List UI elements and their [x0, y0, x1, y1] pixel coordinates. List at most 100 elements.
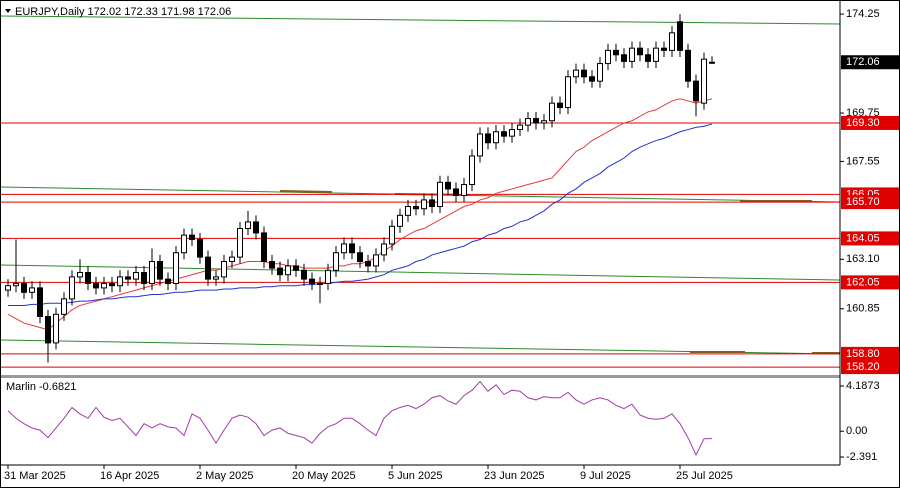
candle-body — [373, 254, 379, 267]
candle-body — [61, 298, 67, 315]
candle-body — [661, 47, 667, 51]
candle-body — [157, 261, 163, 280]
candle-body — [437, 181, 443, 208]
candle-body — [389, 225, 395, 245]
candle-body — [613, 49, 619, 56]
candle-body — [77, 272, 83, 278]
level-label: 169.30 — [846, 117, 880, 129]
level-label: 158.80 — [846, 348, 880, 360]
candle-body — [461, 184, 467, 197]
x-tick-label: 25 Jul 2025 — [676, 470, 733, 482]
x-tick-label: 9 Jul 2025 — [580, 470, 631, 482]
x-tick-label: 5 Jun 2025 — [388, 470, 442, 482]
candle-body — [165, 278, 171, 285]
x-tick-label: 23 Jun 2025 — [484, 470, 545, 482]
level-label: 165.70 — [846, 196, 880, 208]
candle-body — [245, 221, 251, 230]
candle-body — [445, 181, 451, 190]
candle-body — [517, 124, 523, 131]
candle-body — [21, 283, 27, 293]
candle-body — [413, 206, 419, 210]
candle-body — [669, 32, 675, 51]
candle-body — [189, 234, 195, 241]
candle-body — [317, 283, 323, 286]
candle-body — [133, 272, 139, 280]
candle-body — [685, 49, 691, 82]
candle-body — [309, 278, 315, 285]
y-tick-label: 163.10 — [846, 253, 880, 265]
candle-body — [125, 276, 131, 280]
level-label-box — [841, 360, 899, 375]
candle-body — [533, 118, 539, 124]
candle-body — [173, 252, 179, 285]
candle-body — [525, 118, 531, 126]
candle-body — [645, 54, 651, 62]
indicator-tick-label: -2.391 — [846, 451, 877, 463]
candle-body — [213, 276, 219, 280]
candle-body — [597, 63, 603, 82]
panel-separator — [0, 375, 840, 378]
chart-title: EURJPY,Daily 172.02 172.33 171.98 172.06 — [15, 6, 231, 18]
candle-body — [485, 133, 491, 144]
candle-body — [117, 276, 123, 287]
candle-body — [5, 285, 11, 291]
candle-body — [541, 120, 547, 124]
candle-body — [229, 256, 235, 263]
candle-body — [701, 58, 707, 104]
candle-body — [589, 76, 595, 82]
candle-body — [581, 69, 587, 78]
x-tick-label: 31 Mar 2025 — [4, 470, 66, 482]
candle-body — [285, 265, 291, 276]
candle-body — [341, 243, 347, 254]
candle-body — [365, 261, 371, 267]
candle-body — [637, 47, 643, 56]
y-tick-label: 160.85 — [846, 303, 880, 315]
moving-average — [8, 123, 713, 306]
candle-body — [349, 243, 355, 254]
candle-body — [565, 76, 571, 109]
trend-line — [0, 15, 841, 25]
level-label-box — [841, 195, 899, 210]
x-tick-label: 20 May 2025 — [292, 470, 356, 482]
candle-body — [69, 276, 75, 300]
candle-body — [405, 206, 411, 216]
y-tick-label: 167.55 — [846, 155, 880, 167]
indicator-tick-label: 0.00 — [846, 425, 867, 437]
candle-body — [469, 155, 475, 186]
symbol-icon — [5, 9, 11, 13]
candle-body — [709, 61, 715, 64]
candle-body — [261, 232, 267, 263]
candle-body — [101, 283, 107, 289]
candle-body — [181, 234, 187, 254]
candle-body — [221, 261, 227, 278]
candle-body — [397, 214, 403, 227]
plot — [0, 14, 840, 368]
candle-body — [237, 228, 243, 258]
level-label: 158.20 — [846, 361, 880, 373]
candle-body — [573, 69, 579, 78]
level-label-box — [841, 346, 899, 361]
x-tick-label: 2 May 2025 — [196, 470, 253, 482]
candle-body — [269, 261, 275, 269]
y-tick-label: 174.25 — [846, 8, 880, 20]
candle-body — [357, 252, 363, 263]
candle-body — [37, 287, 43, 317]
x-tick-label: 16 Apr 2025 — [100, 470, 159, 482]
level-label-box — [841, 275, 899, 290]
candle-body — [421, 199, 427, 210]
candle-body — [109, 283, 115, 287]
indicator-tick-label: 4.1873 — [846, 380, 880, 392]
level-label-box — [841, 231, 899, 246]
candle-body — [85, 272, 91, 285]
candle-body — [557, 102, 563, 109]
candle-body — [693, 80, 699, 102]
candle-body — [93, 283, 99, 289]
level-label: 162.05 — [846, 276, 880, 288]
candle-body — [493, 131, 499, 144]
indicator-label: Marlin -0.6821 — [6, 381, 76, 393]
candle-body — [509, 129, 515, 137]
candle-body — [621, 54, 627, 62]
candle-body — [605, 49, 611, 65]
candle-body — [477, 133, 483, 157]
candle-body — [197, 239, 203, 258]
